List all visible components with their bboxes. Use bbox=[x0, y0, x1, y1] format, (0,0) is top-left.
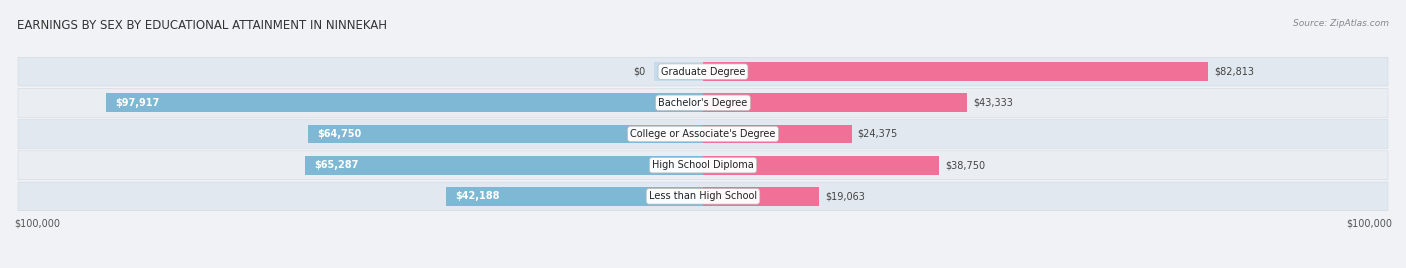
Text: $0: $0 bbox=[633, 67, 645, 77]
Text: Less than High School: Less than High School bbox=[650, 191, 756, 201]
Text: $97,917: $97,917 bbox=[115, 98, 159, 108]
FancyBboxPatch shape bbox=[18, 120, 1388, 148]
Text: $82,813: $82,813 bbox=[1213, 67, 1254, 77]
Bar bbox=[703, 62, 1208, 81]
Text: Graduate Degree: Graduate Degree bbox=[661, 67, 745, 77]
Bar bbox=[703, 187, 820, 206]
Text: $100,000: $100,000 bbox=[1346, 219, 1392, 229]
Text: $38,750: $38,750 bbox=[945, 160, 986, 170]
Text: Source: ZipAtlas.com: Source: ZipAtlas.com bbox=[1294, 19, 1389, 28]
FancyBboxPatch shape bbox=[18, 151, 1388, 180]
Bar bbox=[703, 156, 939, 174]
Text: High School Diploma: High School Diploma bbox=[652, 160, 754, 170]
FancyBboxPatch shape bbox=[18, 182, 1388, 211]
FancyBboxPatch shape bbox=[18, 88, 1388, 117]
Text: EARNINGS BY SEX BY EDUCATIONAL ATTAINMENT IN NINNEKAH: EARNINGS BY SEX BY EDUCATIONAL ATTAINMEN… bbox=[17, 19, 387, 32]
Bar bbox=[703, 94, 967, 112]
Text: $65,287: $65,287 bbox=[314, 160, 359, 170]
Text: Bachelor's Degree: Bachelor's Degree bbox=[658, 98, 748, 108]
Text: $24,375: $24,375 bbox=[858, 129, 898, 139]
Bar bbox=[305, 156, 703, 174]
Text: $19,063: $19,063 bbox=[825, 191, 865, 201]
Text: $100,000: $100,000 bbox=[14, 219, 60, 229]
Bar bbox=[654, 62, 703, 81]
Bar bbox=[105, 94, 703, 112]
Text: $64,750: $64,750 bbox=[318, 129, 361, 139]
Text: $42,188: $42,188 bbox=[456, 191, 499, 201]
Text: $43,333: $43,333 bbox=[973, 98, 1014, 108]
Bar bbox=[308, 125, 703, 143]
Bar bbox=[446, 187, 703, 206]
Bar bbox=[703, 125, 852, 143]
Text: College or Associate's Degree: College or Associate's Degree bbox=[630, 129, 776, 139]
FancyBboxPatch shape bbox=[18, 57, 1388, 86]
